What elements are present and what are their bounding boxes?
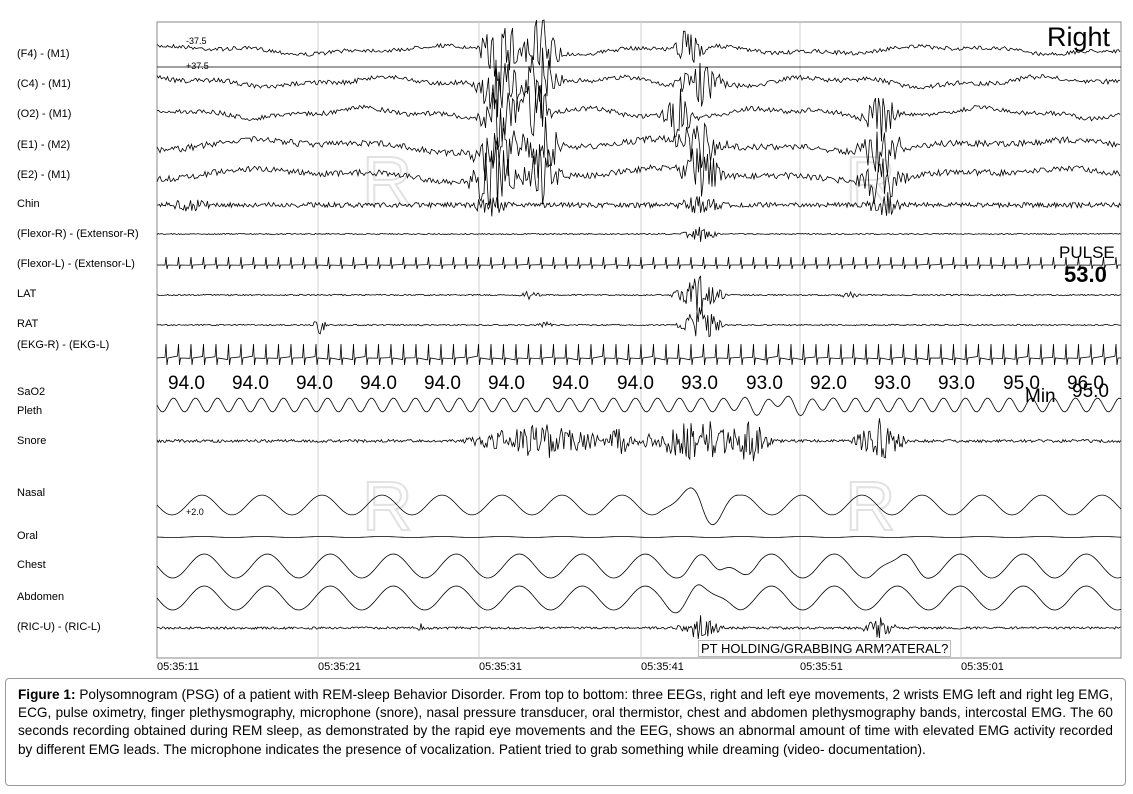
flexor-r-trace [156, 226, 1121, 242]
channel-label: Pleth [17, 405, 43, 417]
rat-trace [156, 306, 1121, 338]
time-tick-label: 05:35:21 [318, 661, 361, 673]
sao2-value: 92.0 [810, 373, 847, 394]
watermark-letter: R [845, 467, 896, 545]
channel-label: Nasal [17, 487, 46, 499]
sao2-value: 94.0 [168, 373, 205, 394]
right-label: Right [1047, 22, 1111, 52]
sao2-value: 94.0 [360, 373, 397, 394]
channel-label: Chin [17, 198, 40, 210]
channel-label: (E2) - (M1) [17, 169, 71, 181]
scale-top: -37.5 [186, 36, 207, 46]
nasal-trace [156, 487, 1122, 526]
sao2-value: 93.0 [681, 373, 718, 394]
snore-trace [156, 418, 1121, 462]
min-label: Min [1025, 386, 1056, 407]
caption-label: Figure 1: [18, 687, 76, 702]
watermark-letter: R [362, 467, 413, 545]
time-tick-label: 05:35:51 [800, 661, 843, 673]
channel-label: (RIC-U) - (RIC-L) [17, 621, 101, 633]
sao2-value: 94.0 [296, 373, 333, 394]
lat-trace [156, 275, 1121, 312]
pulse-value: 53.0 [1064, 262, 1107, 287]
eeg-f4-trace [156, 19, 1121, 94]
sao2-value: 96.0 [1067, 373, 1104, 394]
channel-label: Snore [17, 435, 47, 447]
pulse-label: PULSE [1059, 243, 1115, 262]
sao2-value: 95.0 [1003, 373, 1040, 394]
sao2-value: 93.0 [874, 373, 911, 394]
channel-label: Oral [17, 530, 38, 542]
channel-label: (Flexor-L) - (Extensor-L) [17, 258, 135, 270]
figure-caption: Figure 1: Polysomnogram (PSG) of a patie… [5, 678, 1126, 786]
sao2-value: 93.0 [746, 373, 783, 394]
sao2-value: 93.0 [938, 373, 975, 394]
time-tick-label: 05:35:01 [961, 661, 1004, 673]
scale-bottom: +37.5 [186, 61, 209, 71]
sao2-value: 94.0 [232, 373, 269, 394]
channel-label: RAT [17, 318, 39, 330]
time-tick-label: 05:35:41 [641, 661, 684, 673]
eeg-o2-trace [156, 79, 1121, 150]
sao2-value: 94.0 [424, 373, 461, 394]
abdomen-trace [156, 584, 1122, 614]
ric-trace [156, 615, 1121, 639]
channel-label: Chest [17, 559, 46, 571]
chin-emg-trace [156, 192, 1121, 217]
min-value: 95.0 [1072, 381, 1109, 402]
psg-traces: R RR R [156, 19, 1122, 659]
sao2-value: 94.0 [488, 373, 525, 394]
eeg-c4-trace [156, 47, 1121, 119]
eog-e1-trace [156, 116, 1121, 181]
caption-text: Polysomnogram (PSG) of a patient with RE… [18, 687, 1113, 757]
flexor-l-trace [156, 256, 1121, 270]
channel-label: (O2) - (M1) [17, 108, 72, 120]
oral-trace [156, 536, 1122, 538]
channel-label: (EKG-R) - (EKG-L) [17, 339, 110, 351]
watermark-letter: R [362, 142, 413, 220]
chest-trace [156, 553, 1122, 579]
channel-label: Abdomen [17, 591, 65, 603]
nasal-scale: +2.0 [186, 507, 204, 517]
time-tick-label: 05:35:11 [157, 661, 200, 673]
eog-e2-trace [156, 141, 1121, 209]
channel-label: SaO2 [17, 386, 46, 398]
channel-label: (C4) - (M1) [17, 78, 71, 90]
pleth-trace [156, 395, 1122, 417]
ekg-trace [156, 343, 1121, 366]
sao2-value: 94.0 [617, 373, 654, 394]
event-annotation: PT HOLDING/GRABBING ARM?ATERAL? [698, 640, 952, 657]
sao2-value: 94.0 [552, 373, 589, 394]
channel-label: (E1) - (M2) [17, 139, 71, 151]
channel-label: LAT [17, 288, 37, 300]
time-tick-label: 05:35:31 [479, 661, 522, 673]
channel-label: (Flexor-R) - (Extensor-R) [17, 228, 139, 240]
channel-label: (F4) - (M1) [17, 48, 70, 60]
